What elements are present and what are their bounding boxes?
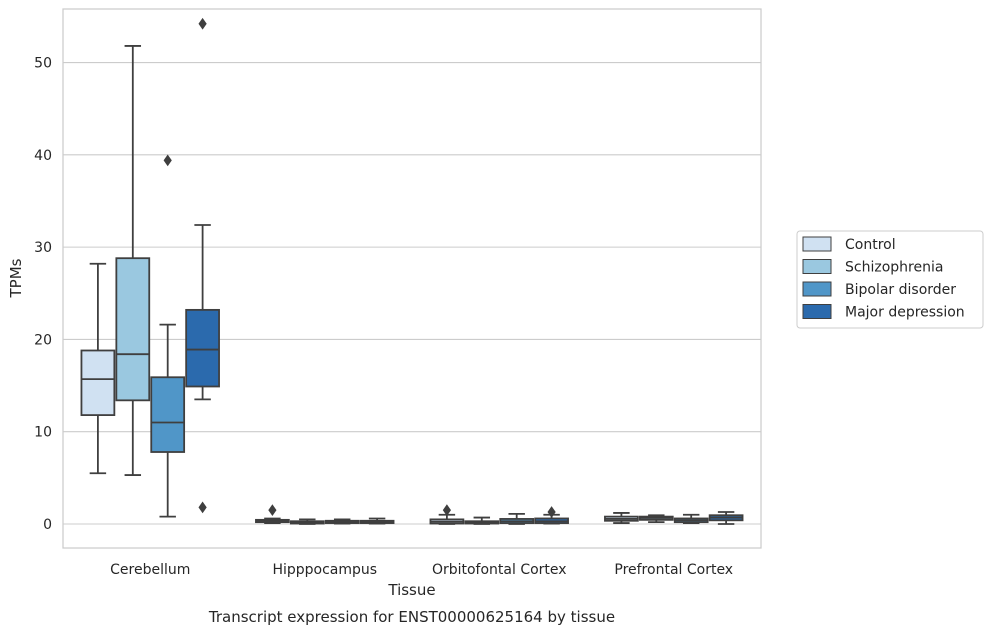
x-axis-label: Tissue (387, 581, 435, 599)
box-iqr (115, 257, 151, 402)
box (80, 262, 116, 475)
y-tick-label: 30 (34, 240, 52, 256)
legend-label: Control (845, 237, 896, 253)
legend-swatch (802, 259, 832, 274)
box (464, 516, 500, 525)
box (255, 504, 290, 524)
outlier-point (547, 506, 556, 518)
box-iqr (185, 308, 220, 388)
box (185, 17, 220, 514)
box (289, 518, 325, 525)
legend-label: Schizophrenia (845, 260, 943, 276)
y-tick-label: 50 (34, 56, 52, 72)
outlier-point (442, 504, 452, 517)
legend-swatch (802, 281, 832, 297)
y-tick-label: 0 (43, 517, 52, 533)
x-tick-label: Cerebellum (110, 562, 190, 578)
box (708, 511, 744, 525)
box (638, 514, 674, 524)
outlier-point (198, 17, 207, 30)
legend-swatch (802, 236, 832, 252)
series-control (80, 262, 639, 525)
box (324, 518, 360, 525)
y-tick-label: 40 (34, 148, 52, 164)
box (499, 512, 535, 525)
x-tick-label: Hipppocampus (272, 562, 377, 578)
y-axis-label: TPMs (7, 258, 25, 298)
x-tick-label: Orbitofontal Cortex (432, 562, 567, 578)
box (604, 512, 639, 524)
box (150, 154, 186, 518)
legend-label: Major depression (845, 305, 965, 321)
box-iqr (150, 376, 186, 453)
box (115, 45, 151, 476)
y-axis-ticks: 0 10 20 30 40 50 (34, 56, 52, 533)
y-tick-label: 10 (34, 425, 52, 441)
x-tick-label: Prefrontal Cortex (614, 562, 733, 578)
box (673, 513, 709, 524)
box-series (80, 17, 744, 525)
legend-label: Bipolar disorder (845, 282, 956, 298)
legend-frame (796, 230, 984, 329)
outlier-point (268, 504, 277, 517)
box (429, 504, 465, 525)
series-bipolar-disorder (150, 154, 709, 525)
y-tick-label: 20 (34, 332, 52, 348)
outlier-point (163, 154, 172, 167)
series-schizophrenia (115, 45, 674, 525)
legend: Control Schizophrenia Bipolar disorder Majo… (796, 230, 984, 329)
x-axis-ticks: Cerebellum Hipppocampus Orbitofontal Corte… (110, 562, 733, 578)
box-iqr (80, 349, 116, 416)
legend-swatch (802, 304, 832, 319)
box (534, 506, 569, 525)
box (359, 517, 395, 525)
plot-area (62, 8, 762, 549)
series-major-depression (185, 17, 744, 525)
chart-caption: Transcript expression for ENST0000062516… (208, 608, 615, 626)
outlier-point (198, 501, 207, 514)
